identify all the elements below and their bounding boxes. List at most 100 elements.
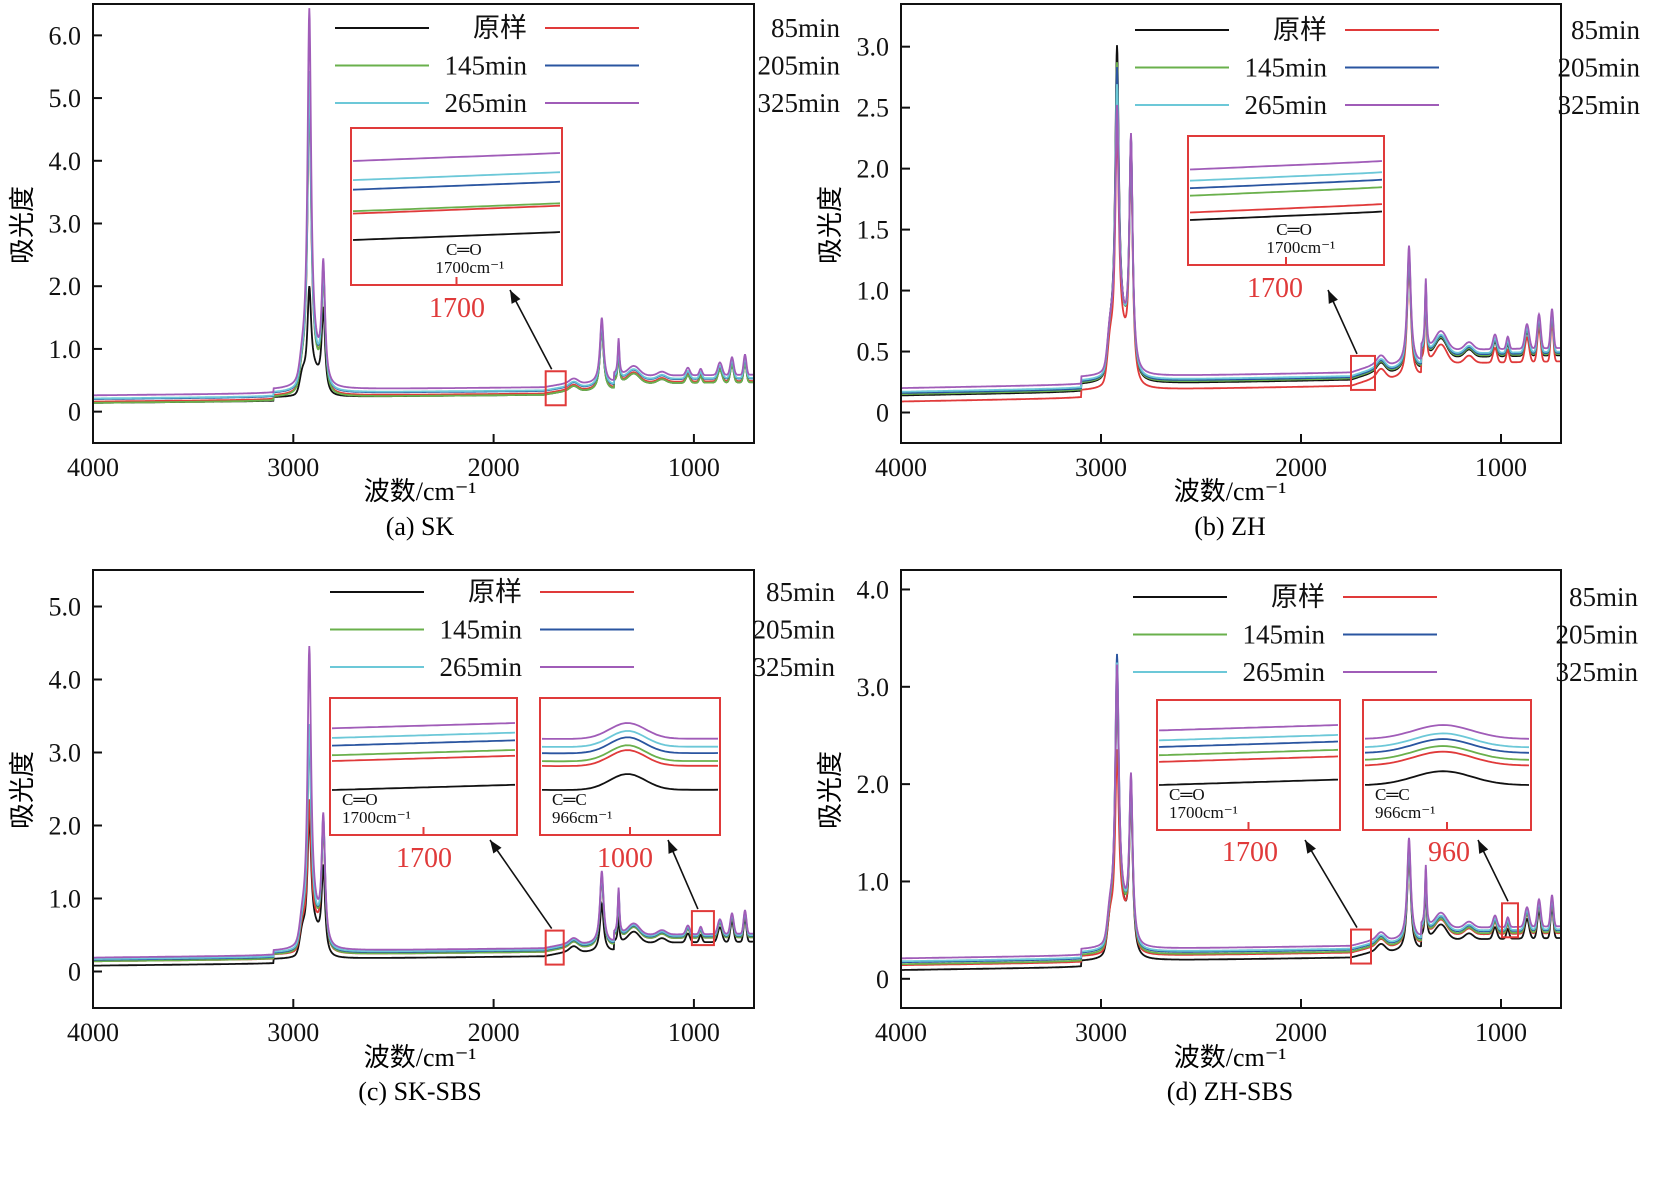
inset-frame: [1156, 699, 1341, 831]
legend-item-325min: 325min: [545, 88, 840, 118]
plot-frame: [92, 569, 755, 1009]
legend: 原样 85min 145min 205min 265min 325min: [335, 13, 840, 118]
y-tick-label: 5.0: [49, 84, 82, 113]
inset-series-145min: [1364, 745, 1530, 761]
inset-series-325min: [1364, 724, 1530, 740]
series-line-原样: [93, 815, 754, 967]
legend-label: 原样: [473, 13, 527, 43]
inset-series-145min: [1189, 186, 1383, 197]
arrow-head-icon: [1305, 840, 1316, 854]
legend-label: 145min: [439, 615, 522, 645]
inset-series-原样: [331, 783, 516, 791]
legend-label: 325min: [757, 88, 840, 118]
y-tick-label: 1.0: [857, 277, 890, 306]
spectra-lines: [901, 653, 1561, 971]
y-tick-label: 3.0: [49, 210, 82, 239]
inset-series-265min: [1189, 171, 1383, 182]
inset-annotation-wavenumber: 966cm⁻¹: [1375, 803, 1435, 822]
legend-label: 85min: [771, 13, 841, 43]
legend-item-325min: 325min: [1343, 657, 1638, 687]
legend-label: 265min: [439, 652, 522, 682]
inset-annotation-wavenumber: 966cm⁻¹: [552, 808, 612, 827]
x-tick-label: 2000: [1275, 1018, 1327, 1047]
x-axis-ticks: 4000 3000 2000 1000: [875, 434, 1527, 482]
inset-series-325min: [541, 722, 718, 740]
legend-label: 205min: [1557, 53, 1640, 83]
inset-annotation-wavenumber: 1700cm⁻¹: [1169, 803, 1238, 822]
x-axis-label: 波数/cm⁻¹: [1174, 1043, 1287, 1072]
y-tick-label: 2.0: [857, 770, 890, 799]
inset-series-145min: [541, 744, 718, 763]
inset-series-85min: [352, 204, 561, 215]
series-line-85min: [93, 92, 754, 403]
y-axis-label: 吸光度: [8, 186, 37, 264]
spectra-lines: [93, 8, 754, 404]
inset-series-205min: [1158, 740, 1339, 748]
y-tick-label: 2.0: [857, 155, 890, 184]
y-tick-label: 1.5: [857, 216, 890, 245]
legend-item-85min: 85min: [540, 577, 835, 607]
x-tick-label: 1000: [668, 1018, 720, 1047]
plot-frame: [900, 3, 1562, 444]
legend-item-85min: 85min: [1345, 15, 1640, 45]
arrow-head-icon: [1478, 840, 1489, 854]
legend-label: 265min: [1242, 657, 1325, 687]
legend-label: 145min: [444, 51, 527, 81]
series-line-325min: [901, 664, 1561, 960]
x-axis-label: 波数/cm⁻¹: [364, 477, 477, 506]
arrow-head-icon: [1328, 290, 1338, 304]
inset-series-原样: [1158, 778, 1339, 786]
inset-annotation-bond: C═O: [446, 240, 482, 259]
inset-frame: [329, 697, 518, 836]
legend-item-265min: 265min: [1135, 90, 1327, 120]
series-line-325min: [93, 645, 754, 959]
legend-label: 325min: [1557, 90, 1640, 120]
x-tick-label: 2000: [468, 1018, 520, 1047]
x-axis-ticks: 4000 3000 2000 1000: [67, 434, 720, 482]
legend-item-205min: 205min: [545, 51, 840, 81]
legend-item-原样: 原样: [1133, 582, 1325, 612]
y-axis-label: 吸光度: [816, 751, 845, 829]
inset-series-205min: [1364, 738, 1530, 754]
x-tick-label: 3000: [1075, 453, 1127, 482]
inset-series-265min: [541, 730, 718, 748]
y-tick-label: 3.0: [857, 33, 890, 62]
x-axis-ticks: 4000 3000 2000 1000: [875, 999, 1527, 1047]
inset-series-325min: [1189, 160, 1383, 171]
series-line-原样: [901, 681, 1561, 971]
legend-label: 205min: [752, 615, 835, 645]
series-line-325min: [93, 8, 754, 397]
legend-label: 325min: [752, 652, 835, 682]
inset-series-205min: [352, 180, 561, 191]
x-tick-label: 4000: [67, 453, 119, 482]
series-line-原样: [93, 285, 754, 404]
legend-item-145min: 145min: [330, 615, 522, 645]
zoom-arrow: [509, 289, 553, 370]
y-axis-ticks: 0 1.0 2.0 3.0 4.0 5.0: [49, 593, 102, 987]
inset-series-85min: [331, 754, 516, 762]
x-axis-label: 波数/cm⁻¹: [1174, 477, 1287, 506]
zoom-arrow: [489, 839, 553, 930]
inset-annotation-bond: C═C: [552, 790, 587, 809]
y-tick-label: 4.0: [49, 147, 82, 176]
panel-caption: (b) ZH: [1194, 512, 1266, 541]
legend-label: 265min: [1244, 90, 1327, 120]
y-tick-label: 0: [876, 965, 889, 994]
x-tick-label: 4000: [67, 1018, 119, 1047]
inset-series-265min: [331, 731, 516, 739]
inset-annotation-wavenumber: 1700cm⁻¹: [435, 258, 504, 277]
inset-annotation-wavenumber: 1700cm⁻¹: [342, 808, 411, 827]
legend-item-205min: 205min: [1345, 53, 1640, 83]
legend-item-205min: 205min: [540, 615, 835, 645]
plot-frame: [900, 569, 1562, 1009]
series-line-145min: [93, 733, 754, 963]
inset-frame: [1187, 135, 1385, 266]
y-tick-label: 0: [876, 399, 889, 428]
